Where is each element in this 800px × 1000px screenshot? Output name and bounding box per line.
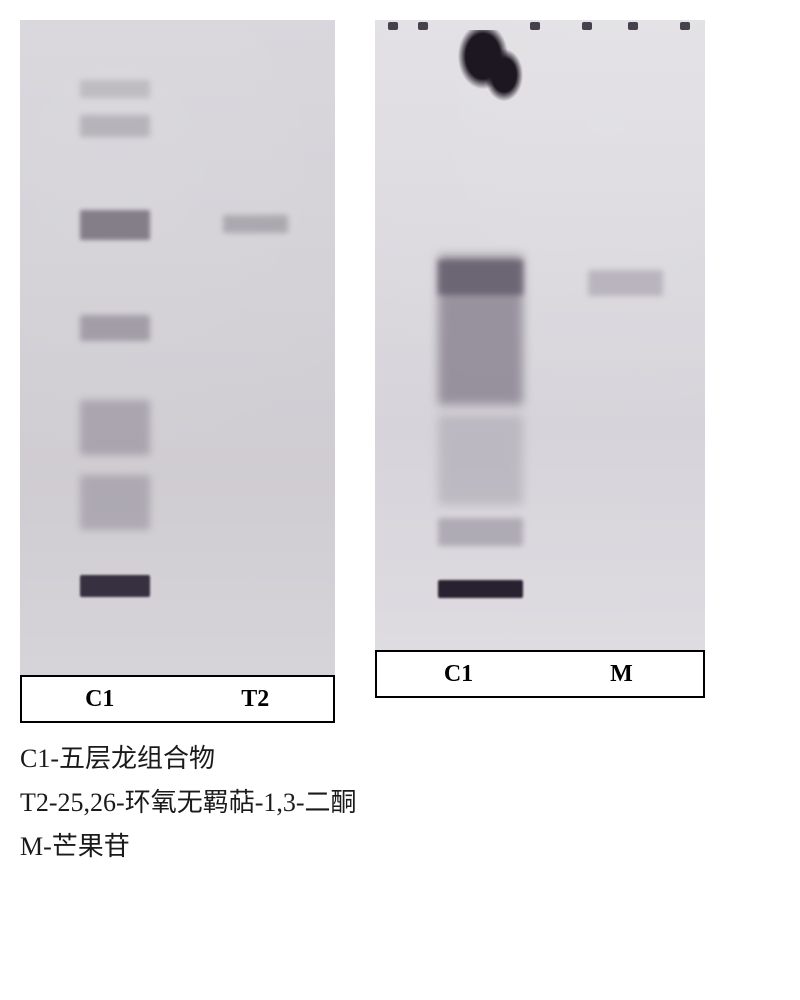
origin-tick — [418, 22, 428, 30]
lane-label-box-right: C1 M — [375, 650, 705, 698]
lane-label-box-left: C1 T2 — [20, 675, 335, 723]
tlc-panel-right: C1 M — [375, 20, 705, 723]
tlc-band — [80, 400, 150, 455]
tlc-plate-right — [375, 20, 705, 650]
figure-row: C1 T2 C1 M — [20, 20, 780, 723]
origin-tick — [582, 22, 592, 30]
lane-label-t2: T2 — [178, 686, 334, 713]
origin-tick — [388, 22, 398, 30]
figure-legend: C1-五层龙组合物 T2-25,26-环氧无羁萜-1,3-二酮 M-芒果苷 — [20, 737, 780, 870]
lane-label-m: M — [540, 661, 703, 688]
tlc-band — [588, 270, 663, 296]
tlc-panel-left: C1 T2 — [20, 20, 335, 723]
lane-label-c1-left: C1 — [22, 686, 178, 713]
legend-line-m: M-芒果苷 — [20, 825, 780, 869]
tlc-band — [438, 518, 523, 546]
tlc-band — [438, 580, 523, 598]
plate-overlay — [20, 20, 335, 675]
tlc-band — [438, 260, 523, 295]
origin-blob — [455, 30, 525, 105]
tlc-band — [80, 315, 150, 341]
origin-tick — [530, 22, 540, 30]
tlc-band — [223, 215, 288, 233]
origin-tick — [680, 22, 690, 30]
tlc-band — [80, 575, 150, 597]
legend-line-c1: C1-五层龙组合物 — [20, 737, 780, 781]
plate-overlay — [375, 20, 705, 650]
tlc-band — [438, 415, 523, 505]
tlc-plate-left — [20, 20, 335, 675]
legend-line-t2: T2-25,26-环氧无羁萜-1,3-二酮 — [20, 781, 780, 825]
tlc-band — [80, 475, 150, 530]
tlc-band — [80, 115, 150, 137]
tlc-band — [80, 210, 150, 240]
origin-tick — [628, 22, 638, 30]
tlc-band — [80, 80, 150, 98]
lane-label-c1-right: C1 — [377, 661, 540, 688]
